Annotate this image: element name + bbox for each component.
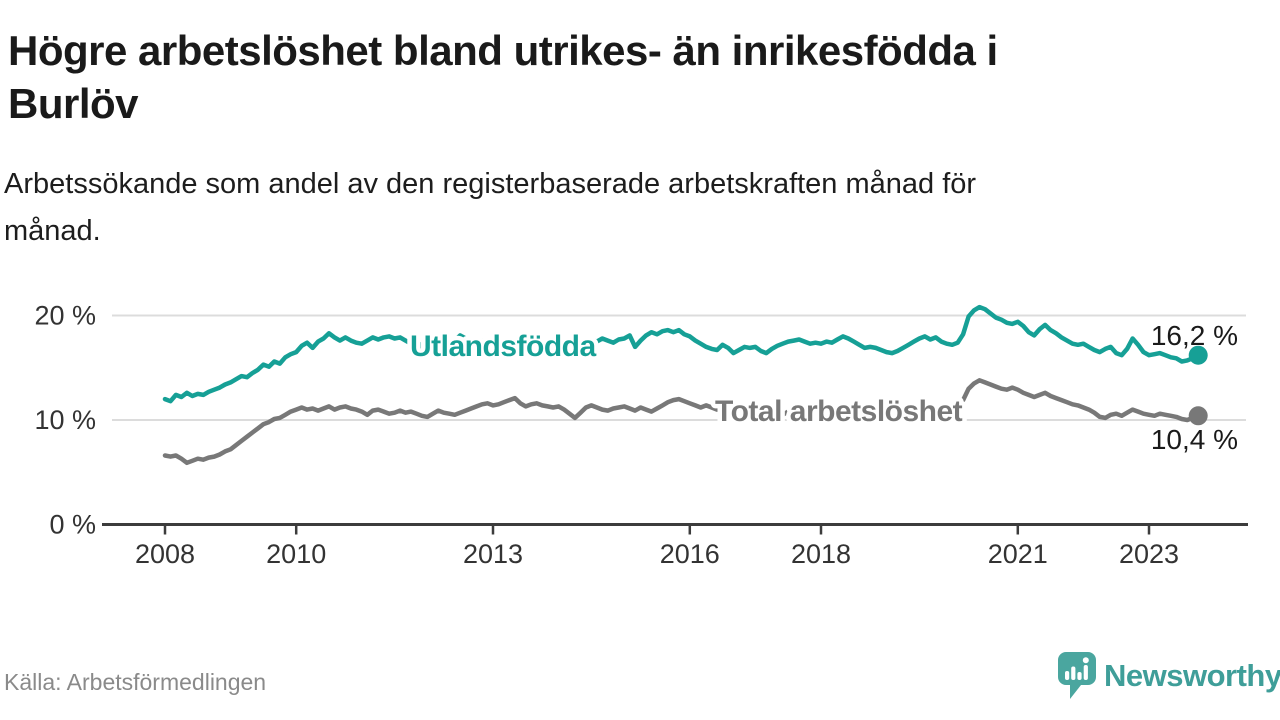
y-tick-label: 20 % xyxy=(34,301,96,331)
series-label-utlandsfodda: Utlandsfödda xyxy=(410,330,596,363)
y-tick-label: 0 % xyxy=(49,510,96,540)
x-tick-label: 2023 xyxy=(1119,539,1179,569)
title-line-1: Högre arbetslöshet bland utrikes- än inr… xyxy=(8,27,998,74)
y-tick-label: 10 % xyxy=(34,405,96,435)
newsworthy-logo-icon xyxy=(1058,652,1096,699)
end-dot-total xyxy=(1188,406,1208,426)
exclamation-dot xyxy=(1082,657,1089,664)
speech-bubble-shape xyxy=(1058,652,1096,699)
bar-1 xyxy=(1065,671,1070,680)
newsworthy-logo: Newsworthy xyxy=(1054,648,1280,704)
title-line-2: Burlöv xyxy=(8,80,139,127)
x-tick-label: 2018 xyxy=(791,539,851,569)
subtitle-line-2: månad. xyxy=(4,215,101,247)
bar-3 xyxy=(1077,672,1082,680)
source-credit: Källa: Arbetsförmedlingen xyxy=(4,669,267,695)
unemployment-line-chart: 0 % 10 % 20 % 2008 2010 2013 2016 2018 2021 2023 U… xyxy=(34,301,1248,569)
x-tick-label: 2016 xyxy=(660,539,720,569)
bar-2 xyxy=(1071,666,1076,680)
page-title: Högre arbetslöshet bland utrikes- än inr… xyxy=(8,24,1272,130)
x-tick-label: 2010 xyxy=(266,539,326,569)
x-tick-label: 2021 xyxy=(988,539,1048,569)
series-line-total xyxy=(162,378,1201,466)
series-label-total: Total arbetslöshet xyxy=(715,395,963,428)
newsworthy-logo-text: Newsworthy xyxy=(1104,658,1280,693)
series-line-utlandsfodda xyxy=(162,304,1201,404)
chart-subtitle: Arbetssökande som andel av den registerb… xyxy=(4,161,1268,255)
x-tick-label: 2013 xyxy=(463,539,523,569)
end-value-label-utlandsfodda: 16,2 % xyxy=(1151,320,1238,351)
subtitle-line-1: Arbetssökande som andel av den registerb… xyxy=(4,168,977,200)
exclamation-bar xyxy=(1083,665,1088,680)
end-value-label-total: 10,4 % xyxy=(1151,424,1238,455)
end-dot-utlandsfodda xyxy=(1188,345,1208,365)
x-tick-label: 2008 xyxy=(135,539,195,569)
